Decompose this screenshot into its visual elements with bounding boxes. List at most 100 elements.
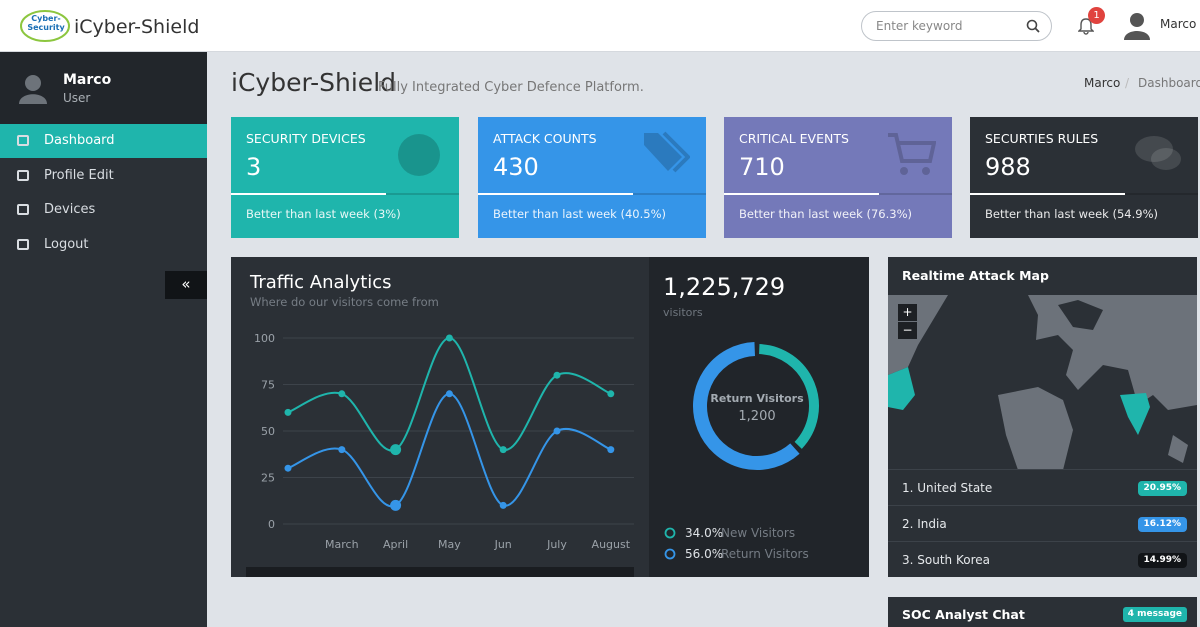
data-point (445, 334, 453, 342)
data-point (607, 446, 615, 454)
sidebar-avatar (19, 75, 47, 104)
card-footer: Better than last week (40.5%) (493, 207, 667, 221)
menu-item[interactable]: Profile Edit (0, 159, 207, 193)
search-placeholder: Enter keyword (876, 19, 963, 33)
menu-item[interactable]: Logout (0, 228, 207, 262)
logo (20, 10, 70, 42)
visitors-label: visitors (663, 306, 703, 319)
card-value: 710 (739, 153, 785, 181)
legend-value: 34.0% (685, 526, 723, 540)
card-label: CRITICAL EVENTS (739, 131, 849, 146)
panel-strip (246, 567, 634, 577)
data-point (499, 446, 507, 454)
card-footer: Better than last week (76.3%) (739, 207, 913, 221)
y-tick-label: 50 (261, 425, 275, 438)
data-point (445, 390, 453, 398)
stat-card: SECURTIES RULES 988 Better than last week … (970, 117, 1198, 238)
country-share: 20.95% (1137, 481, 1187, 496)
menu-label: Dashboard (44, 133, 115, 148)
attack-map-panel: Realtime Attack Map + − 1. United State 2… (888, 257, 1197, 577)
user-name[interactable]: Marco (1160, 17, 1197, 31)
page-subtitle: Fully Integrated Cyber Defence Platform. (378, 80, 644, 95)
stat-card: CRITICAL EVENTS 710 Better than last week … (724, 117, 952, 238)
card-value: 988 (985, 153, 1031, 181)
country-share: 16.12% (1137, 517, 1187, 532)
card-progress (478, 193, 706, 195)
menu-item[interactable]: Devices (0, 193, 207, 227)
sidebar-user-role: User (63, 91, 91, 105)
top-bar: Cyber-Security iCyber-Shield Enter keywo… (0, 0, 1200, 52)
legend-label: Return Visitors (721, 547, 809, 561)
card-icon (1135, 136, 1181, 170)
menu-label: Devices (44, 202, 96, 217)
card-footer: Better than last week (54.9%) (985, 207, 1159, 221)
collapse-button[interactable]: « (165, 271, 207, 299)
chat-title: SOC Analyst Chat (902, 607, 1025, 622)
zoom-out[interactable]: − (898, 322, 917, 339)
data-point (390, 444, 402, 456)
line-series (287, 392, 612, 508)
card-progress-fill (478, 193, 634, 195)
chat-badge: 4 message (1122, 607, 1187, 622)
legend-marker (664, 527, 676, 539)
x-tick-label: August (592, 538, 631, 551)
card-value: 430 (493, 153, 539, 181)
user-avatar (1124, 13, 1150, 40)
country-row: 3. South Korea 14.99% (888, 541, 1197, 577)
logo-text: Cyber-Security (27, 14, 65, 32)
x-tick-label: July (546, 538, 567, 551)
attack-map-title: Realtime Attack Map (902, 268, 1049, 283)
card-label: ATTACK COUNTS (493, 131, 597, 146)
breadcrumb-separator: / (1125, 76, 1130, 90)
chat-panel: SOC Analyst Chat 4 message (888, 597, 1197, 627)
menu-label: Profile Edit (44, 167, 114, 183)
sidebar-user-name: Marco (63, 72, 112, 88)
x-tick-label: April (383, 538, 408, 551)
y-tick-label: 0 (268, 518, 275, 531)
line-chart: 0 25 50 75 100 March April May Jun July August (246, 332, 634, 577)
country-row: 1. United State 20.95% (888, 469, 1197, 505)
card-progress-fill (970, 193, 1126, 195)
data-point (553, 371, 561, 379)
traffic-subtitle: Where do our visitors come from (250, 295, 439, 309)
card-icon (644, 131, 690, 173)
menu-item[interactable]: Dashboard (0, 124, 207, 158)
legend-label: New Visitors (721, 526, 795, 540)
card-progress-fill (231, 193, 387, 195)
data-point (284, 408, 292, 416)
y-tick-label: 75 (261, 379, 275, 392)
card-progress-fill (724, 193, 880, 195)
menu-icon (17, 135, 29, 146)
country-name: 2. India (902, 517, 947, 531)
visitors-total: 1,225,729 (663, 273, 786, 301)
traffic-title: Traffic Analytics (250, 272, 392, 293)
stat-card: ATTACK COUNTS 430 Better than last week (4… (478, 117, 706, 238)
country-name: 1. United State (902, 481, 993, 495)
data-point (499, 501, 507, 509)
notification-count: 1 (1088, 7, 1105, 24)
menu-icon (17, 204, 29, 215)
data-point (553, 427, 561, 435)
card-icon (398, 134, 440, 176)
donut-segment (693, 342, 800, 470)
zoom-in[interactable]: + (898, 304, 917, 321)
y-tick-label: 25 (261, 472, 275, 485)
country-row: 2. India 16.12% (888, 505, 1197, 541)
menu-icon (17, 238, 29, 250)
traffic-panel: Traffic Analytics Where do our visitors … (231, 257, 649, 577)
data-point (607, 390, 615, 398)
search-icon (1026, 19, 1040, 33)
visitors-panel: 1,225,729 visitors 34.0% New Visitors 56.0… (649, 257, 869, 577)
search-box[interactable]: Enter keyword (861, 11, 1052, 41)
legend-marker (664, 548, 676, 560)
data-point (338, 446, 346, 454)
page-title: iCyber-Shield (231, 68, 397, 97)
donut-center-value: 1,200 (738, 409, 775, 424)
brand: iCyber-Shield (74, 16, 200, 38)
data-point (284, 464, 292, 472)
y-tick-label: 100 (254, 332, 275, 345)
breadcrumb-item[interactable]: Marco (1084, 76, 1121, 90)
country-list: 1. United State 20.95% 2. India 16.12% 3. So… (888, 469, 1197, 577)
